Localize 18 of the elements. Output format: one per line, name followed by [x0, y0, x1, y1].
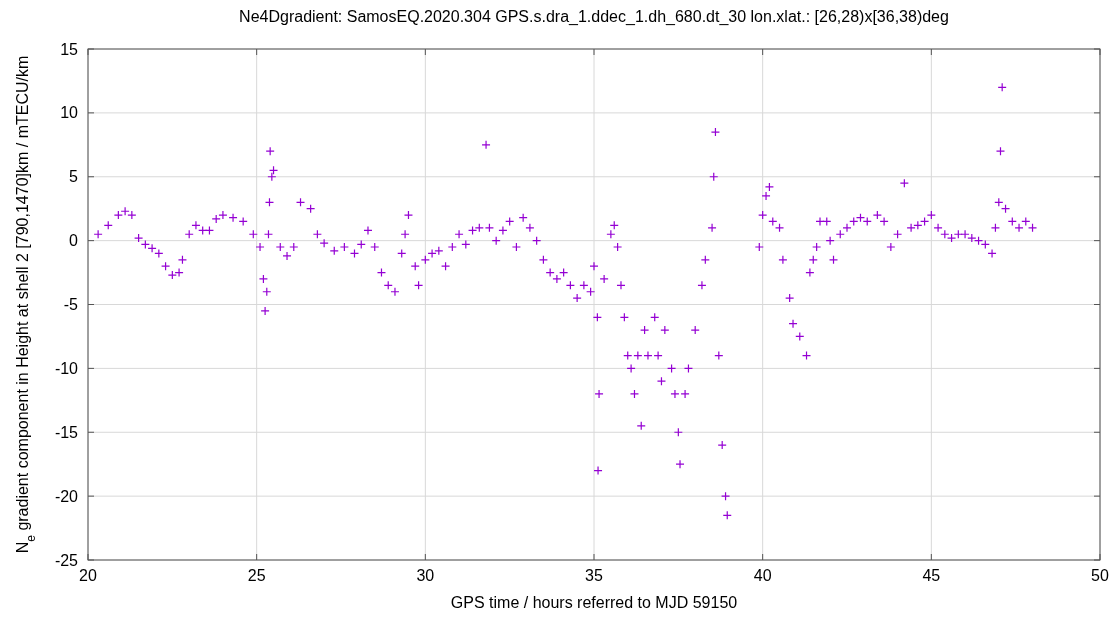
x-tick-label: 35	[585, 567, 603, 584]
y-tick-label: 5	[69, 168, 79, 186]
chart-title: Ne4Dgradient: SamosEQ.2020.304 GPS.s.dra_1.ddec_1.dh_680.dt_30 lon.xlat.: [26,28)x[36,38)deg	[239, 8, 949, 26]
y-tick-label: 10	[60, 104, 79, 122]
y-tick-label: -10	[54, 359, 79, 377]
x-tick-label: 40	[753, 567, 772, 584]
y-tick-label: -25	[54, 551, 79, 569]
x-tick-label: 30	[416, 567, 435, 584]
x-tick-label: 20	[79, 567, 97, 584]
x-tick-label: 50	[1091, 567, 1109, 584]
y-tick-label: 15	[60, 40, 79, 58]
y-tick-label: 0	[69, 232, 79, 250]
x-tick-label: 25	[247, 567, 266, 584]
x-axis-title: GPS time / hours referred to MJD 59150	[450, 594, 738, 611]
y-tick-label: -20	[54, 487, 79, 505]
y-tick-label: -5	[63, 296, 79, 314]
y-tick-label: -15	[54, 423, 79, 441]
x-tick-label: 45	[922, 567, 941, 584]
